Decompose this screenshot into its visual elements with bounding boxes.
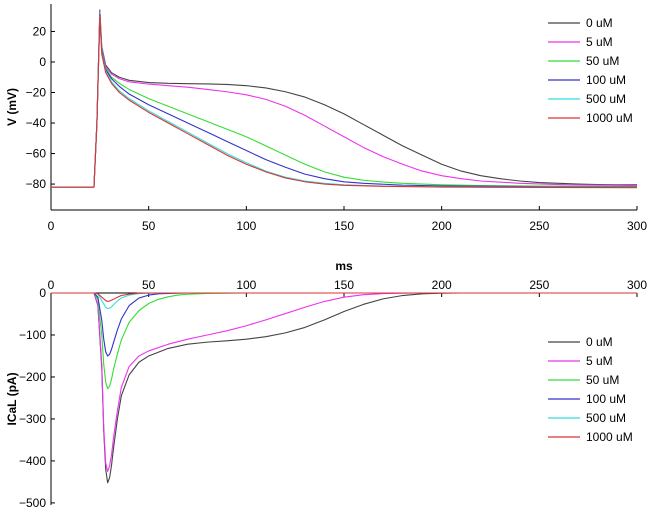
x-axis-label: ms bbox=[335, 259, 353, 273]
y-tick-label: 0 bbox=[39, 55, 46, 69]
y-tick-label: 0 bbox=[39, 286, 46, 300]
y-tick-label: −500 bbox=[19, 496, 46, 510]
y-tick-label: −80 bbox=[26, 177, 47, 191]
x-tick-label: 200 bbox=[432, 278, 452, 292]
series-line-100-um bbox=[51, 292, 637, 357]
x-tick-label: 300 bbox=[627, 278, 647, 292]
legend-label: 500 uM bbox=[586, 92, 626, 106]
legend-label: 100 uM bbox=[586, 392, 626, 406]
legend-label: 1000 uM bbox=[586, 430, 633, 444]
y-tick-label: −400 bbox=[19, 454, 46, 468]
x-tick-label: 100 bbox=[236, 278, 256, 292]
series-line-0-um bbox=[51, 292, 637, 484]
legend-label: 5 uM bbox=[586, 354, 613, 368]
legend-label: 1000 uM bbox=[586, 111, 633, 125]
x-tick-label: 300 bbox=[627, 219, 647, 233]
y-tick-label: −20 bbox=[26, 86, 47, 100]
y-axis-label: ICaL (pA) bbox=[5, 372, 19, 425]
series-line-5-um bbox=[51, 292, 637, 472]
y-tick-label: −40 bbox=[26, 116, 47, 130]
legend-label: 0 uM bbox=[586, 16, 613, 30]
y-tick-label: −200 bbox=[19, 370, 46, 384]
series-line-0-um bbox=[51, 9, 637, 188]
legend-label: 50 uM bbox=[586, 373, 619, 387]
legend-label: 500 uM bbox=[586, 411, 626, 425]
voltage-chart: 0 50 100 150 200 250 300 −80 −60 −40 −20 0 20 V (mV) 0… bbox=[5, 4, 647, 233]
ical-chart: 0 50 100 150 200 250 300 0 −100 −200 −300 −400 −500 I… bbox=[5, 259, 647, 510]
series-line-1000-um bbox=[51, 292, 637, 302]
x-tick-label: 250 bbox=[529, 219, 549, 233]
y-tick-label: −300 bbox=[19, 412, 46, 426]
x-tick-label: 100 bbox=[236, 219, 256, 233]
series-line-100-um bbox=[51, 14, 638, 188]
x-tick-label: 150 bbox=[334, 278, 354, 292]
x-tick-label: 200 bbox=[432, 219, 452, 233]
y-tick-label: −100 bbox=[19, 328, 46, 342]
series-line-1000-um bbox=[51, 15, 638, 189]
y-tick-label: 20 bbox=[33, 24, 47, 38]
x-tick-label: 50 bbox=[142, 219, 156, 233]
series-line-50-um bbox=[51, 12, 638, 188]
y-tick-label: −60 bbox=[26, 147, 47, 161]
y-axis-label: V (mV) bbox=[5, 88, 19, 126]
x-tick-label: 250 bbox=[529, 278, 549, 292]
legend-label: 100 uM bbox=[586, 73, 626, 87]
x-tick-label: 150 bbox=[334, 219, 354, 233]
legend-label: 50 uM bbox=[586, 54, 619, 68]
legend-label: 0 uM bbox=[586, 335, 613, 349]
legend-label: 5 uM bbox=[586, 35, 613, 49]
x-tick-label: 0 bbox=[48, 278, 55, 292]
x-tick-label: 0 bbox=[48, 219, 55, 233]
series-line-50-um bbox=[51, 292, 637, 390]
x-tick-label: 50 bbox=[142, 278, 156, 292]
